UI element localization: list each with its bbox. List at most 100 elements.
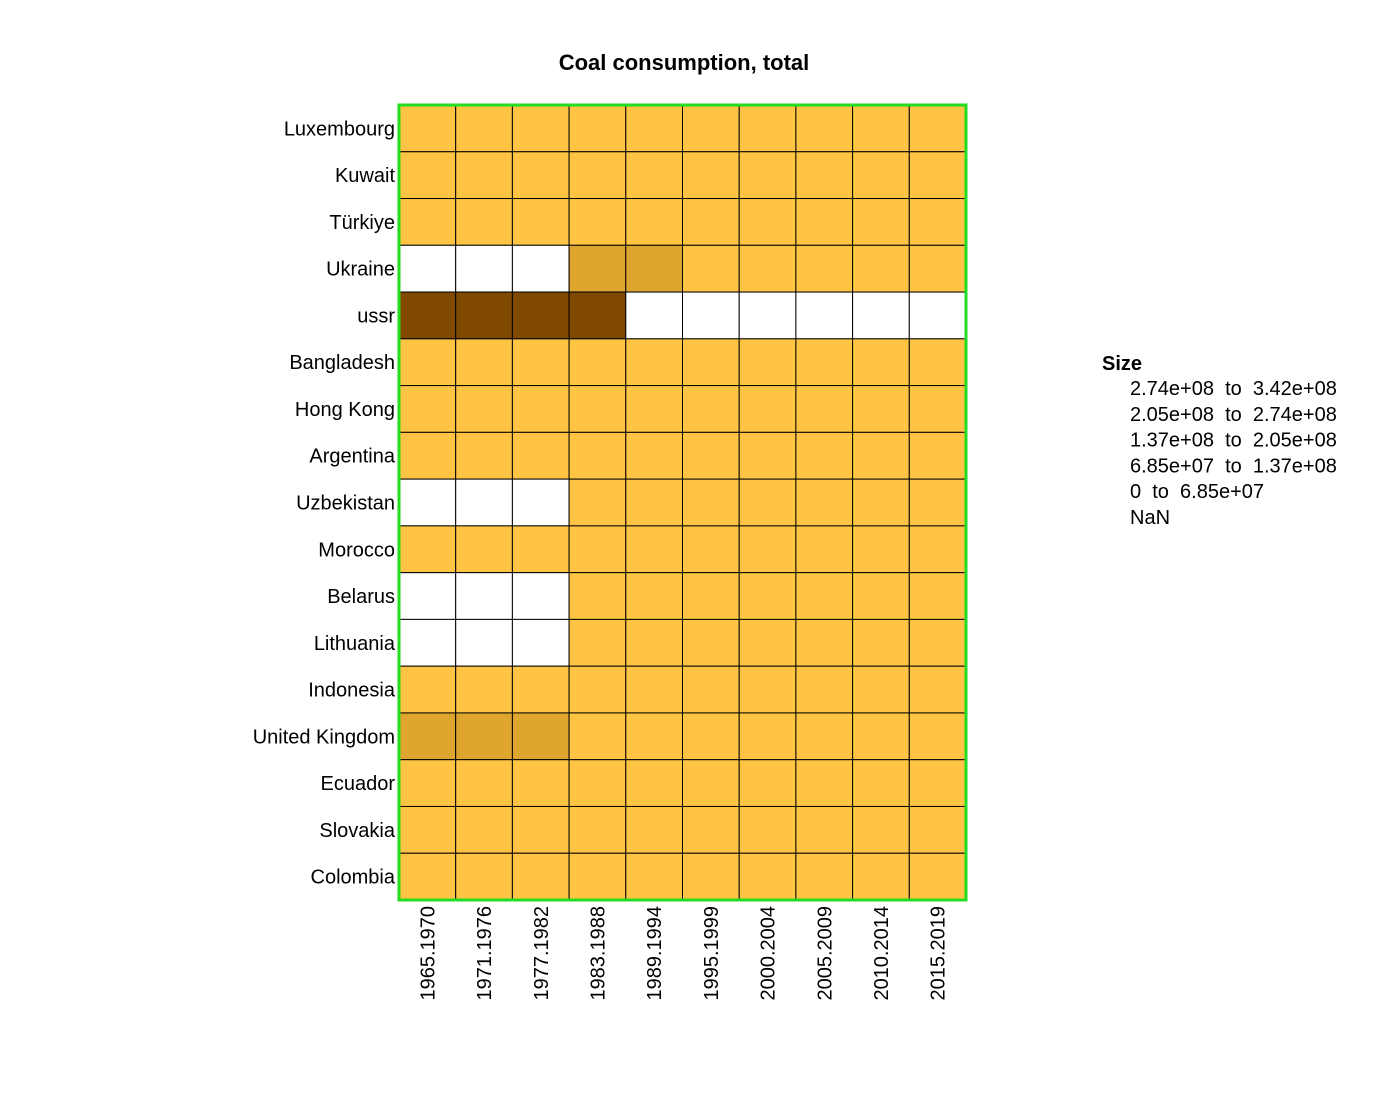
heatmap-cell bbox=[455, 665, 513, 714]
heatmap-cell bbox=[625, 338, 683, 387]
heatmap-cell bbox=[455, 618, 513, 667]
heatmap-cell bbox=[568, 244, 627, 293]
heatmap-cell bbox=[568, 291, 627, 340]
heatmap-cell bbox=[625, 198, 683, 246]
heatmap-cell bbox=[682, 572, 740, 620]
heatmap-cell bbox=[625, 618, 683, 667]
row-label: ussr bbox=[357, 305, 395, 327]
row-label: Türkiye bbox=[329, 212, 395, 234]
heatmap-cell bbox=[852, 385, 910, 433]
legend-entry: 6.85e+07 to 1.37e+08 bbox=[1130, 455, 1337, 477]
heatmap-cell bbox=[511, 478, 570, 527]
heatmap-cell bbox=[908, 338, 967, 387]
heatmap-cell bbox=[795, 385, 854, 433]
heatmap-cell bbox=[568, 618, 627, 667]
heatmap-cell bbox=[738, 665, 797, 714]
heatmap-cell bbox=[738, 151, 797, 200]
heatmap-cell bbox=[455, 525, 513, 574]
heatmap-cell bbox=[738, 572, 797, 620]
heatmap-cell bbox=[738, 104, 797, 153]
heatmap-cell bbox=[795, 431, 854, 480]
column-label: 2015.2019 bbox=[928, 906, 950, 1001]
heatmap-cell bbox=[398, 385, 457, 433]
heatmap-cell bbox=[398, 525, 457, 574]
heatmap-cell bbox=[682, 525, 740, 574]
legend-entry: NaN bbox=[1130, 507, 1170, 529]
heatmap-cell bbox=[568, 431, 627, 480]
heatmap-cell bbox=[795, 852, 854, 901]
heatmap-cell bbox=[511, 852, 570, 901]
heatmap-cell bbox=[455, 478, 513, 527]
heatmap-cell bbox=[682, 338, 740, 387]
legend: Size 2.74e+08 to 3.42e+08 2.05e+08 to 2.7… bbox=[1102, 353, 1337, 529]
heatmap-cells bbox=[398, 104, 967, 901]
heatmap-cell bbox=[852, 572, 910, 620]
heatmap-cell bbox=[795, 291, 854, 340]
heatmap-cell bbox=[455, 759, 513, 807]
heatmap-cell bbox=[398, 618, 457, 667]
heatmap-cell bbox=[908, 759, 967, 807]
heatmap-cell bbox=[511, 104, 570, 153]
heatmap-cell bbox=[682, 759, 740, 807]
heatmap-cell bbox=[738, 244, 797, 293]
heatmap-cell bbox=[682, 151, 740, 200]
row-label: Kuwait bbox=[335, 165, 395, 187]
row-label: Morocco bbox=[318, 539, 395, 561]
column-label: 1995.1999 bbox=[701, 906, 723, 1001]
heatmap-cell bbox=[738, 338, 797, 387]
heatmap-cell bbox=[738, 385, 797, 433]
heatmap-cell bbox=[852, 104, 910, 153]
heatmap-cell bbox=[908, 572, 967, 620]
heatmap-cell bbox=[852, 759, 910, 807]
heatmap-cell bbox=[795, 525, 854, 574]
heatmap-cell bbox=[455, 712, 513, 761]
legend-entry: 0 to 6.85e+07 bbox=[1130, 481, 1264, 503]
heatmap-cell bbox=[852, 198, 910, 246]
heatmap-cell bbox=[398, 572, 457, 620]
heatmap-cell bbox=[511, 338, 570, 387]
heatmap-cell bbox=[625, 805, 683, 854]
row-label: Slovakia bbox=[319, 820, 395, 842]
heatmap-cell bbox=[568, 665, 627, 714]
heatmap-cell bbox=[908, 478, 967, 527]
heatmap-cell bbox=[398, 104, 457, 153]
heatmap-cell bbox=[455, 385, 513, 433]
heatmap-cell bbox=[908, 618, 967, 667]
heatmap-cell bbox=[795, 805, 854, 854]
column-label: 1971.1976 bbox=[474, 906, 496, 1001]
heatmap-cell bbox=[511, 385, 570, 433]
heatmap-cell bbox=[682, 618, 740, 667]
row-label: Uzbekistan bbox=[296, 493, 395, 515]
heatmap-cell bbox=[908, 431, 967, 480]
heatmap-cell bbox=[398, 712, 457, 761]
heatmap-cell bbox=[795, 618, 854, 667]
heatmap-cell bbox=[398, 244, 457, 293]
heatmap-cell bbox=[682, 478, 740, 527]
heatmap-cell bbox=[568, 712, 627, 761]
heatmap-cell bbox=[738, 759, 797, 807]
heatmap-cell bbox=[908, 151, 967, 200]
heatmap-cell bbox=[455, 104, 513, 153]
heatmap-cell bbox=[852, 431, 910, 480]
heatmap-cell bbox=[738, 618, 797, 667]
heatmap-cell bbox=[852, 244, 910, 293]
heatmap-cell bbox=[568, 151, 627, 200]
heatmap-cell bbox=[455, 852, 513, 901]
heatmap-cell bbox=[908, 525, 967, 574]
heatmap-cell bbox=[852, 618, 910, 667]
heatmap-cell bbox=[625, 244, 683, 293]
heatmap-cell bbox=[568, 852, 627, 901]
row-label: Belarus bbox=[327, 586, 395, 608]
heatmap-cell bbox=[908, 104, 967, 153]
heatmap-cell bbox=[682, 244, 740, 293]
heatmap-cell bbox=[398, 198, 457, 246]
heatmap-cell bbox=[511, 712, 570, 761]
heatmap-cell bbox=[625, 759, 683, 807]
heatmap-cell bbox=[511, 759, 570, 807]
heatmap-cell bbox=[852, 291, 910, 340]
heatmap-cell bbox=[908, 291, 967, 340]
heatmap-cell bbox=[455, 338, 513, 387]
legend-entry: 2.05e+08 to 2.74e+08 bbox=[1130, 404, 1337, 426]
heatmap-cell bbox=[795, 665, 854, 714]
